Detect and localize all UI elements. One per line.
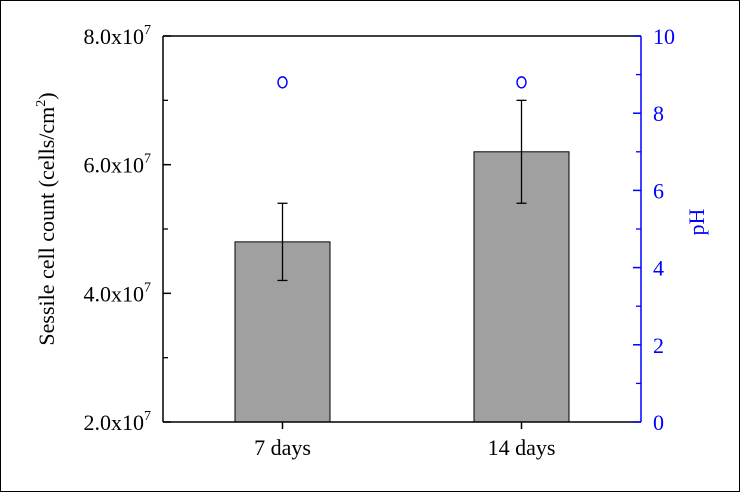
ph-point-2 xyxy=(516,76,527,89)
right-tick-label: 8 xyxy=(653,101,664,126)
x-tick-label: 14 days xyxy=(488,435,556,460)
error-bar-2 xyxy=(516,99,527,204)
left-tick-label: 4.0x107 xyxy=(84,280,152,306)
right-axis-title: pH xyxy=(684,208,709,235)
ph-point-1 xyxy=(277,76,288,89)
error-bar-1 xyxy=(277,202,288,282)
right-tick-label: 10 xyxy=(653,24,675,49)
right-tick-label: 0 xyxy=(653,410,664,435)
x-tick-label: 7 days xyxy=(254,435,311,460)
right-tick-label: 2 xyxy=(653,333,664,358)
right-tick-label: 6 xyxy=(653,178,664,203)
right-tick-label: 4 xyxy=(653,256,664,281)
left-axis-title: Sessile cell count (cells/cm2) xyxy=(34,92,59,345)
left-tick-label: 6.0x107 xyxy=(84,152,152,178)
left-tick-label: 2.0x107 xyxy=(84,409,152,435)
left-tick-label: 8.0x107 xyxy=(84,23,152,49)
